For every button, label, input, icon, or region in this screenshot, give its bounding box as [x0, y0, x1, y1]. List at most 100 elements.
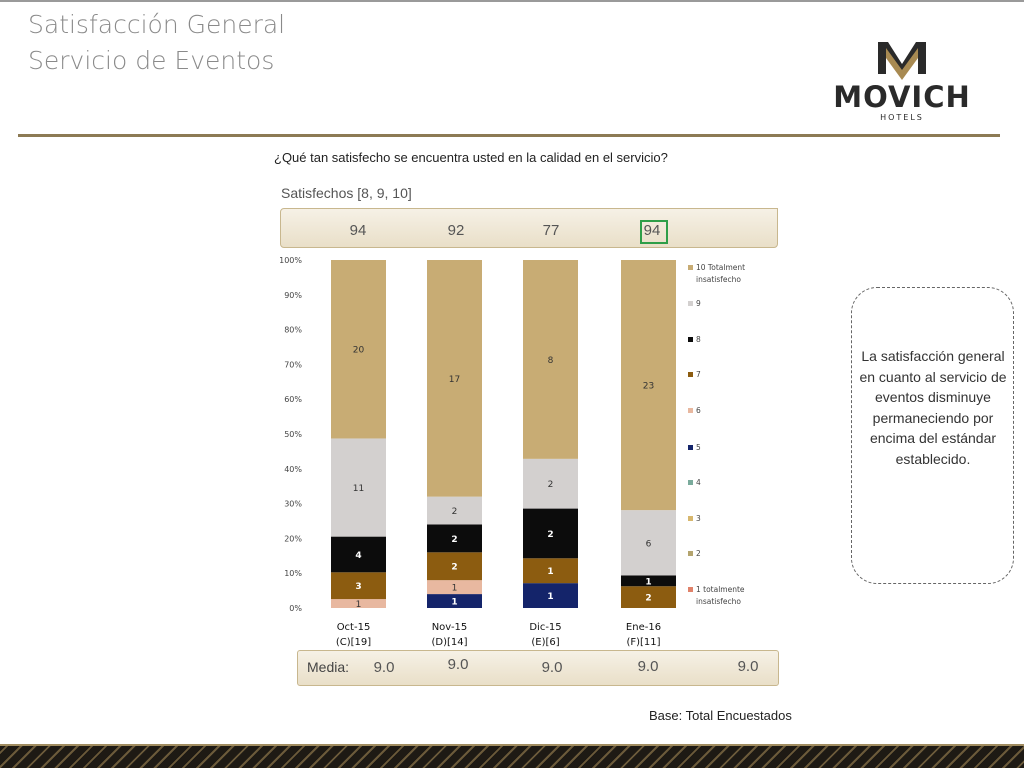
footer-pattern: [0, 746, 1024, 768]
data-label: 17: [449, 375, 460, 385]
callout-text: La satisfacción general en cuanto al ser…: [859, 348, 1007, 467]
data-label: 8: [548, 356, 554, 366]
legend-swatch: [688, 551, 693, 556]
media-value: 9.0: [637, 658, 659, 675]
data-label: 20: [353, 346, 365, 356]
bar-segment: [523, 583, 578, 608]
y-tick-label: 80%: [284, 326, 302, 335]
bar-segment: [621, 260, 676, 511]
bar-segment: [331, 599, 386, 608]
y-tick-label: 70%: [284, 360, 302, 369]
y-tick-label: 40%: [284, 465, 302, 474]
movich-logo: MOVICH HOTELS: [833, 42, 971, 122]
bar-segment: [523, 260, 578, 459]
survey-question: ¿Qué tan satisfecho se encuentra usted e…: [274, 150, 668, 165]
x-category-label: Ene-16: [626, 622, 661, 633]
bar-segment: [427, 552, 482, 581]
y-tick-label: 10%: [284, 569, 302, 578]
bar-segment: [621, 586, 676, 608]
legend-label-cont: insatisfecho: [696, 597, 741, 606]
y-tick-label: 50%: [284, 430, 302, 439]
bar-segment: [331, 572, 386, 600]
x-category-label: Oct-15: [337, 622, 371, 633]
bar-segment: [427, 594, 482, 608]
y-tick-label: 0%: [289, 604, 302, 613]
base-note: Base: Total Encuestados: [649, 708, 792, 723]
y-tick-label: 30%: [284, 500, 302, 509]
legend-label: 3: [696, 514, 701, 523]
data-label: 2: [645, 594, 651, 604]
bar-segment: [523, 508, 578, 559]
media-value: 9.0: [447, 656, 469, 673]
satisfied-value: 77: [542, 222, 560, 239]
legend-swatch: [688, 301, 693, 306]
highlight-box: [640, 220, 668, 244]
x-category-sublabel: (F)[11]: [626, 637, 660, 648]
data-label: 23: [643, 382, 654, 392]
data-label: 6: [646, 539, 652, 549]
callout-box: [851, 287, 1014, 584]
logo-sub: HOTELS: [880, 113, 924, 122]
bar-segment: [621, 510, 676, 576]
media-value: 9.0: [541, 659, 563, 676]
legend-label: 9: [696, 299, 701, 308]
movich-monogram-icon: [878, 42, 926, 80]
x-category-label: Nov-15: [432, 622, 468, 633]
legend-label-cont: insatisfecho: [696, 275, 741, 284]
satisfied-value: 94: [643, 222, 661, 239]
legend-swatch: [688, 480, 693, 485]
legend-label: 8: [696, 335, 701, 344]
bar-segment: [331, 438, 386, 537]
legend-label: 1 totalmente: [696, 585, 745, 594]
legend-swatch: [688, 337, 693, 342]
footer-rule: [0, 744, 1024, 746]
data-label: 1: [452, 584, 458, 594]
legend-swatch: [688, 372, 693, 377]
bar-segment: [331, 260, 386, 439]
y-tick-label: 100%: [279, 256, 302, 265]
media-value: 9.0: [373, 659, 395, 676]
bar-segment: [523, 458, 578, 509]
data-label: 1: [451, 598, 457, 608]
logo-wordmark: MOVICH: [833, 80, 971, 114]
media-panel: [297, 650, 779, 686]
media-label: Media:: [307, 659, 350, 675]
legend-swatch: [688, 265, 693, 270]
x-category-label: Dic-15: [529, 622, 561, 633]
satisfied-value: 94: [349, 222, 367, 239]
data-label: 2: [451, 535, 457, 545]
satisfied-value: 92: [447, 222, 465, 239]
bar-segment: [427, 496, 482, 525]
x-category-sublabel: (D)[14]: [431, 637, 467, 648]
top-border: [0, 0, 1024, 2]
legend-label: 6: [696, 406, 701, 415]
data-label: 2: [548, 480, 554, 490]
data-label: 1: [547, 567, 553, 577]
bar-segment: [331, 536, 386, 573]
bar-segment: [621, 575, 676, 587]
bar-segment: [523, 558, 578, 584]
media-value: 9.0: [737, 658, 759, 675]
x-category-sublabel: (C)[19]: [336, 637, 371, 648]
data-label: 4: [355, 551, 361, 561]
legend-label: 2: [696, 549, 701, 558]
data-label: 2: [547, 530, 553, 540]
legend-label: 5: [696, 443, 701, 452]
y-tick-label: 20%: [284, 534, 302, 543]
legend-swatch: [688, 516, 693, 521]
legend-label: 10 Totalment: [696, 263, 745, 272]
legend-label: 7: [696, 370, 701, 379]
bar-segment: [427, 580, 482, 595]
x-category-sublabel: (E)[6]: [531, 637, 559, 648]
y-tick-label: 90%: [284, 291, 302, 300]
bar-segment: [427, 260, 482, 497]
header-rule: [18, 134, 1000, 137]
data-label: 1: [356, 600, 362, 610]
y-tick-label: 60%: [284, 395, 302, 404]
legend-label: 4: [696, 478, 701, 487]
data-label: 1: [645, 577, 651, 587]
data-label: 2: [451, 563, 457, 573]
legend-swatch: [688, 587, 693, 592]
satisfied-scores-panel: [280, 208, 778, 248]
